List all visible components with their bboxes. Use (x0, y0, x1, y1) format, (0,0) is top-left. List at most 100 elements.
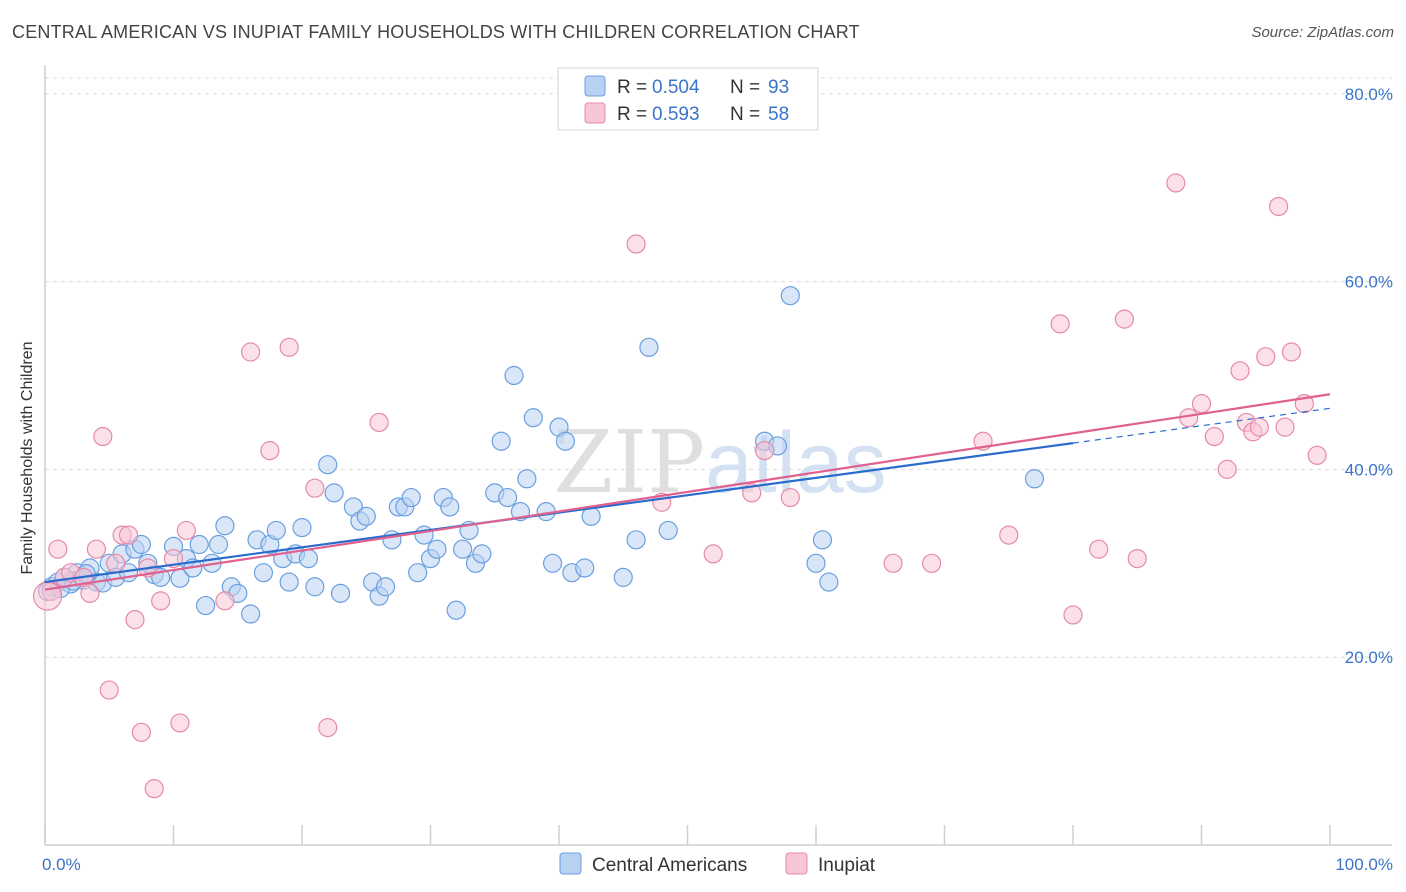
point-central-american-48 (375, 577, 396, 597)
point-inupiat-15 (144, 779, 164, 799)
point-central-american-39 (305, 577, 325, 597)
point-inupiat-22 (260, 441, 280, 461)
point-inupiat-24 (305, 478, 325, 498)
point-inupiat-16 (151, 591, 171, 611)
point-inupiat-57 (32, 581, 63, 611)
point-inupiat-44 (1191, 394, 1212, 414)
y-tick-label-2: 60.0% (1345, 273, 1393, 292)
legend-n-value-1: 58 (768, 104, 789, 125)
point-central-american-74 (555, 431, 576, 451)
point-inupiat-52 (1268, 196, 1289, 217)
bottom-legend-swatch-1 (785, 852, 808, 875)
point-central-american-37 (292, 518, 312, 538)
point-inupiat-9 (106, 553, 126, 573)
point-inupiat-50 (1249, 417, 1269, 437)
x-tick-label-0: 0.0% (42, 855, 81, 874)
point-inupiat-42 (1166, 173, 1186, 193)
legend-n-label-0: N = (730, 77, 760, 98)
point-inupiat-39 (1089, 539, 1109, 559)
point-inupiat-26 (369, 412, 389, 433)
point-inupiat-20 (215, 591, 235, 611)
legend-swatch-0 (584, 75, 606, 97)
legend-swatch-1 (584, 102, 606, 124)
point-central-american-14 (131, 534, 151, 555)
bottom-legend-label-0: Central Americans (592, 855, 747, 876)
point-inupiat-12 (125, 610, 145, 630)
point-inupiat-1 (48, 539, 68, 559)
point-inupiat-18 (170, 713, 190, 733)
legend-n-label-1: N = (730, 104, 760, 125)
point-central-american-41 (324, 483, 344, 503)
point-central-american-53 (408, 563, 428, 583)
point-central-american-38 (298, 548, 319, 569)
point-central-american-33 (266, 520, 286, 541)
point-inupiat-23 (279, 337, 299, 357)
point-central-american-66 (498, 487, 518, 508)
tick-labels: 20.0% 40.0% 60.0% 80.0% 0.0% 100.0% (42, 85, 1393, 874)
point-central-american-86 (812, 530, 833, 550)
legend-r-label-0: R = (617, 77, 647, 98)
point-inupiat-56 (1307, 445, 1327, 465)
grid-lines (45, 77, 1392, 658)
point-central-american-87 (819, 572, 839, 592)
bottom-legend-swatch-0 (559, 852, 582, 875)
x-tick-label-1: 100.0% (1335, 855, 1393, 874)
point-inupiat-5 (80, 583, 100, 603)
point-central-american-88 (1024, 469, 1045, 489)
point-central-american-54 (414, 525, 434, 545)
point-central-american-25 (208, 534, 229, 555)
point-central-american-81 (658, 520, 678, 541)
point-inupiat-33 (883, 553, 903, 573)
point-central-american-69 (517, 469, 537, 489)
trend-lines (44, 393, 1331, 591)
point-central-american-59 (446, 600, 466, 620)
point-central-american-63 (472, 544, 492, 564)
chart-title: CENTRAL AMERICAN VS INUPIAT FAMILY HOUSE… (12, 22, 860, 42)
point-central-american-84 (780, 286, 800, 306)
point-inupiat-7 (93, 426, 113, 447)
point-inupiat-27 (626, 234, 646, 254)
point-central-american-78 (613, 567, 633, 587)
point-inupiat-31 (754, 441, 775, 461)
trend-line-0 (44, 442, 1074, 584)
y-tick-label-0: 20.0% (1345, 648, 1393, 667)
point-central-american-85 (806, 553, 826, 573)
watermark: ZIPatlas (553, 413, 886, 513)
point-inupiat-54 (1281, 342, 1302, 362)
point-central-american-70 (523, 408, 543, 428)
point-central-american-40 (318, 455, 338, 475)
point-central-american-26 (215, 516, 235, 536)
point-central-american-35 (279, 572, 299, 592)
point-central-american-80 (639, 337, 659, 357)
point-inupiat-21 (241, 342, 261, 362)
point-inupiat-53 (1275, 417, 1295, 437)
point-inupiat-19 (176, 520, 196, 541)
point-central-american-58 (440, 497, 460, 517)
point-inupiat-8 (99, 680, 119, 700)
point-central-american-72 (542, 553, 563, 573)
point-inupiat-37 (1050, 314, 1070, 334)
legend-r-label-1: R = (617, 104, 647, 125)
point-inupiat-6 (86, 539, 107, 559)
point-inupiat-41 (1127, 548, 1147, 569)
point-inupiat-11 (118, 525, 139, 545)
point-inupiat-47 (1230, 361, 1250, 381)
bottom-legend-label-1: Inupiat (818, 855, 876, 876)
point-central-american-42 (330, 583, 351, 603)
point-central-american-76 (575, 558, 595, 578)
trend-line-1 (44, 393, 1331, 591)
point-central-american-23 (196, 595, 216, 616)
point-inupiat-51 (1256, 347, 1276, 367)
source-label: Source: ZipAtlas.com (1251, 24, 1394, 41)
point-inupiat-25 (318, 718, 338, 738)
point-inupiat-32 (780, 487, 800, 508)
point-central-american-45 (356, 506, 376, 526)
point-central-american-56 (427, 539, 447, 559)
point-central-american-60 (453, 539, 473, 559)
axes (44, 65, 1392, 846)
point-inupiat-36 (999, 525, 1019, 545)
point-inupiat-38 (1063, 605, 1083, 625)
point-inupiat-34 (922, 553, 942, 573)
legend-r-value-0: 0.504 (652, 77, 700, 98)
point-central-american-31 (253, 563, 274, 583)
